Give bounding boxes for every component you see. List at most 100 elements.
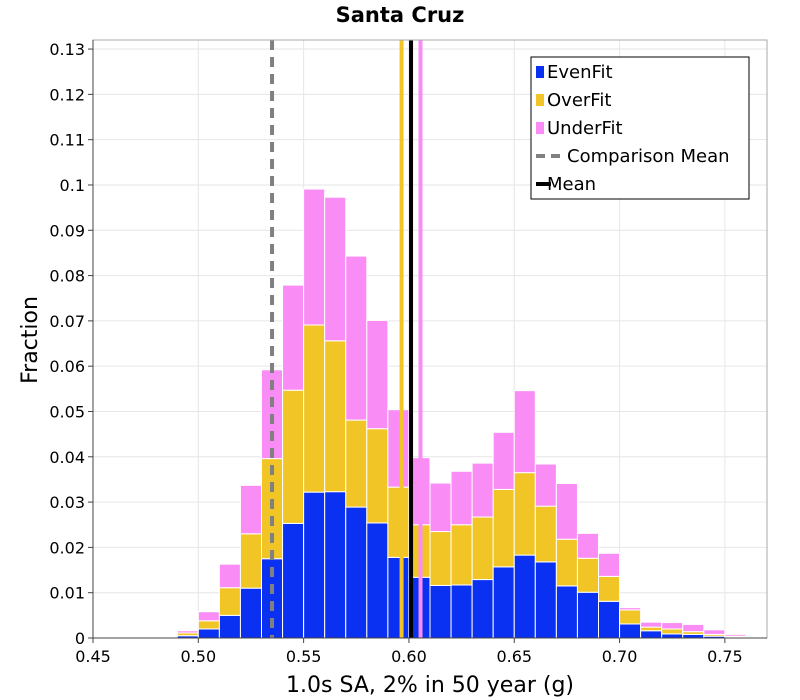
bar-overfit-11 xyxy=(324,340,347,493)
y-tick-label: 0.01 xyxy=(49,584,85,603)
bar-underfit-22 xyxy=(555,483,578,540)
bar-evenfit-22 xyxy=(555,585,578,639)
legend-label-underfit: UnderFit xyxy=(547,118,623,139)
x-tick-label: 0.50 xyxy=(181,647,217,666)
y-tick-label: 0.05 xyxy=(49,402,85,421)
bar-underfit-27 xyxy=(661,622,684,630)
bars xyxy=(155,188,768,639)
bar-overfit-10 xyxy=(303,324,326,493)
bar-overfit-27 xyxy=(661,628,684,635)
legend-box xyxy=(530,56,750,200)
y-tick-label: 0.09 xyxy=(49,221,85,240)
y-tick-label: 0.03 xyxy=(49,493,85,512)
legend-label-mean: Mean xyxy=(547,174,596,195)
y-tick-label: 0.04 xyxy=(49,448,85,467)
bar-underfit-4 xyxy=(176,630,199,634)
x-tick-label: 0.65 xyxy=(496,647,532,666)
y-tick-label: 0 xyxy=(75,629,85,648)
bar-overfit-16 xyxy=(429,531,452,586)
bar-underfit-10 xyxy=(303,188,326,326)
bar-overfit-14 xyxy=(387,486,410,558)
bar-evenfit-20 xyxy=(513,554,536,639)
bar-underfit-25 xyxy=(619,607,642,611)
x-tick-label: 0.55 xyxy=(286,647,322,666)
legend-label-overfit: OverFit xyxy=(547,90,611,111)
bar-underfit-5 xyxy=(197,611,220,622)
bar-underfit-26 xyxy=(640,621,663,628)
bar-evenfit-14 xyxy=(387,556,410,639)
bar-underfit-11 xyxy=(324,196,347,342)
bar-overfit-18 xyxy=(471,516,494,581)
x-tick-label: 0.60 xyxy=(391,647,427,666)
bar-evenfit-23 xyxy=(576,591,599,639)
bar-overfit-9 xyxy=(282,389,305,524)
bar-underfit-24 xyxy=(598,552,621,577)
bar-evenfit-11 xyxy=(324,491,347,639)
bar-underfit-30 xyxy=(724,633,747,637)
x-tick-label: 0.45 xyxy=(75,647,111,666)
bar-overfit-7 xyxy=(239,533,262,589)
y-tick-label: 0.13 xyxy=(49,40,85,59)
y-axis-ticks: 0 0.01 0.02 0.03 0.04 0.05 0.06 0.07 0.08 0.09 0.1… xyxy=(49,40,93,648)
bar-evenfit-28 xyxy=(682,633,705,639)
bar-overfit-22 xyxy=(555,538,578,587)
bar-evenfit-17 xyxy=(450,584,473,639)
bar-evenfit-16 xyxy=(429,584,452,639)
x-tick-label: 0.70 xyxy=(602,647,638,666)
bar-evenfit-26 xyxy=(640,630,663,639)
bar-evenfit-25 xyxy=(619,623,642,639)
legend-swatch-overfit xyxy=(536,94,544,106)
bar-evenfit-7 xyxy=(239,587,262,639)
bar-evenfit-9 xyxy=(282,522,305,639)
y-tick-label: 0.07 xyxy=(49,312,85,331)
y-tick-label: 0.02 xyxy=(49,538,85,557)
bar-evenfit-21 xyxy=(534,561,557,639)
bar-evenfit-19 xyxy=(492,566,515,639)
bar-overfit-19 xyxy=(492,488,515,568)
y-tick-label: 0.06 xyxy=(49,357,85,376)
legend-label-comparison-mean: Comparison Mean xyxy=(567,146,730,167)
bar-overfit-24 xyxy=(598,575,621,602)
x-axis-label: 1.0s SA, 2% in 50 year (g) xyxy=(286,673,574,698)
bar-evenfit-18 xyxy=(471,579,494,639)
bar-overfit-23 xyxy=(576,557,599,593)
x-axis-ticks: 0.45 0.50 0.55 0.60 0.65 0.70 0.75 xyxy=(75,638,743,666)
bar-underfit-20 xyxy=(513,390,536,474)
bar-underfit-12 xyxy=(345,255,368,421)
chart-title: Santa Cruz xyxy=(336,3,465,27)
bar-overfit-6 xyxy=(218,587,241,616)
bar-underfit-31 xyxy=(745,635,768,638)
y-tick-label: 0.1 xyxy=(60,176,85,195)
bar-evenfit-24 xyxy=(598,600,621,639)
bar-evenfit-12 xyxy=(345,506,368,639)
legend-swatch-evenfit xyxy=(536,66,544,78)
bar-underfit-14 xyxy=(387,409,410,488)
legend-swatch-underfit xyxy=(536,122,544,134)
bar-underfit-29 xyxy=(703,629,726,635)
bar-overfit-13 xyxy=(366,428,389,524)
bar-underfit-13 xyxy=(366,319,389,430)
bar-overfit-12 xyxy=(345,419,368,508)
bar-underfit-18 xyxy=(471,462,494,518)
y-tick-label: 0.11 xyxy=(49,131,85,150)
bar-overfit-20 xyxy=(513,472,536,556)
bar-evenfit-27 xyxy=(661,633,684,639)
bar-underfit-17 xyxy=(450,470,473,526)
bar-overfit-21 xyxy=(534,505,557,563)
reference-lines xyxy=(270,40,423,638)
bar-underfit-6 xyxy=(218,563,241,589)
bar-evenfit-13 xyxy=(366,522,389,639)
legend-label-evenfit: EvenFit xyxy=(547,62,613,83)
y-tick-label: 0.08 xyxy=(49,267,85,286)
bar-overfit-26 xyxy=(640,626,663,632)
bar-overfit-5 xyxy=(197,620,220,630)
bar-underfit-9 xyxy=(282,284,305,391)
bar-evenfit-6 xyxy=(218,614,241,639)
bar-underfit-19 xyxy=(492,431,515,490)
bar-underfit-7 xyxy=(239,484,262,535)
y-axis-label: Fraction xyxy=(18,296,43,384)
bar-underfit-23 xyxy=(576,532,599,559)
bar-underfit-21 xyxy=(534,463,557,507)
